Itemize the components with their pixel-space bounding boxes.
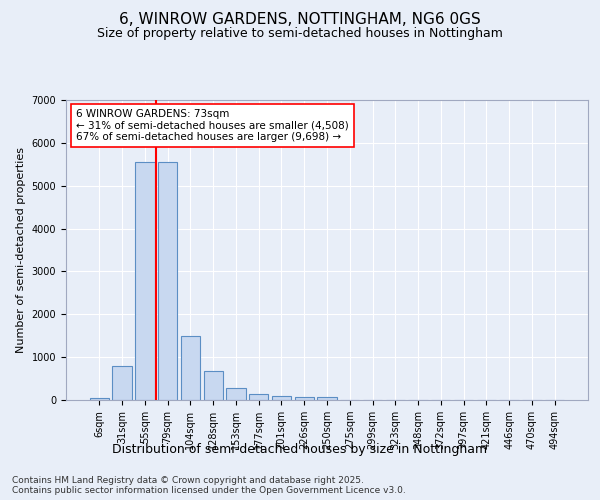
Bar: [317, 397, 337, 400]
Text: Contains HM Land Registry data © Crown copyright and database right 2025.
Contai: Contains HM Land Registry data © Crown c…: [12, 476, 406, 495]
Text: 6 WINROW GARDENS: 73sqm
← 31% of semi-detached houses are smaller (4,508)
67% of: 6 WINROW GARDENS: 73sqm ← 31% of semi-de…: [76, 109, 349, 142]
Bar: [249, 394, 268, 400]
Text: Distribution of semi-detached houses by size in Nottingham: Distribution of semi-detached houses by …: [112, 442, 488, 456]
Bar: [90, 398, 109, 400]
Text: 6, WINROW GARDENS, NOTTINGHAM, NG6 0GS: 6, WINROW GARDENS, NOTTINGHAM, NG6 0GS: [119, 12, 481, 28]
Bar: [112, 366, 132, 400]
Bar: [272, 396, 291, 400]
Bar: [295, 397, 314, 400]
Bar: [135, 162, 155, 400]
Bar: [158, 162, 178, 400]
Bar: [203, 371, 223, 400]
Bar: [226, 388, 245, 400]
Bar: [181, 336, 200, 400]
Text: Size of property relative to semi-detached houses in Nottingham: Size of property relative to semi-detach…: [97, 28, 503, 40]
Y-axis label: Number of semi-detached properties: Number of semi-detached properties: [16, 147, 26, 353]
